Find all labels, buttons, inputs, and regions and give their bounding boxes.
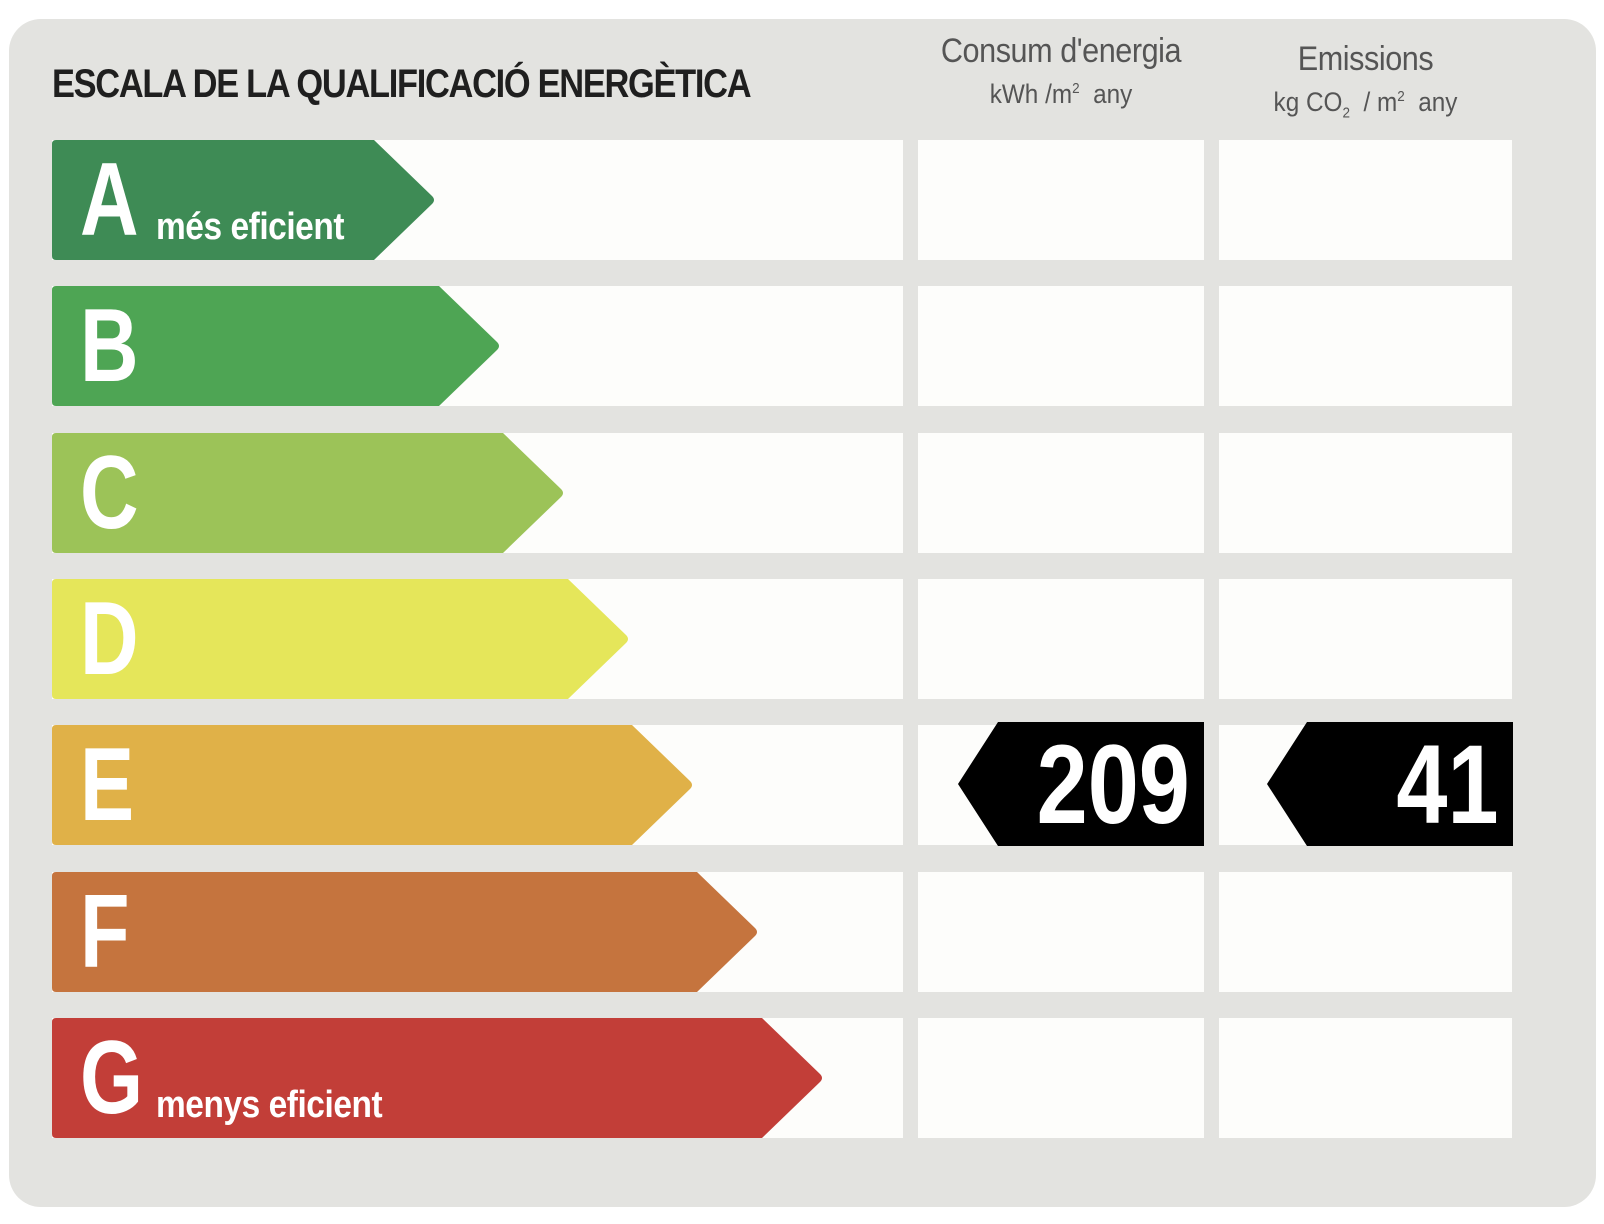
grade-letter: E bbox=[80, 727, 135, 843]
energy-column-unit: kWh /m2 any bbox=[989, 79, 1133, 109]
emissions-cell bbox=[1219, 1018, 1512, 1138]
grade-bar-d: D bbox=[52, 579, 632, 699]
emissions-cell bbox=[1219, 286, 1512, 406]
energy-cell bbox=[918, 433, 1204, 553]
grade-arrow-shape bbox=[52, 286, 499, 406]
energy-cell bbox=[918, 140, 1204, 260]
emissions-cell bbox=[1219, 140, 1512, 260]
grade-letter: C bbox=[80, 435, 139, 551]
emissions-column-title: Emissions bbox=[1297, 40, 1434, 78]
energy-cell bbox=[918, 286, 1204, 406]
grade-bar-f: F bbox=[52, 872, 761, 992]
grade-arrow-shape bbox=[52, 1018, 822, 1138]
emissions-cell bbox=[1219, 579, 1512, 699]
grade-arrow-shape bbox=[52, 140, 434, 260]
grade-bar-b: B bbox=[52, 286, 503, 406]
grade-arrow-shape bbox=[52, 725, 692, 845]
grade-arrow-shape bbox=[52, 872, 757, 992]
energy-cell bbox=[918, 579, 1204, 699]
grade-arrow-shape bbox=[52, 579, 628, 699]
grade-caption: menys eficient bbox=[156, 1084, 383, 1126]
energy-column-title: Consum d'energia bbox=[940, 32, 1182, 70]
grade-arrow-shape bbox=[52, 433, 563, 553]
grade-bar-c: C bbox=[52, 433, 567, 553]
energy-cell bbox=[918, 872, 1204, 992]
emissions-column-header: Emissions kg CO2 / m2 any bbox=[1219, 40, 1512, 121]
grade-letter: D bbox=[80, 581, 139, 697]
emissions-rating-tag: 41 bbox=[1267, 722, 1513, 846]
emissions-column-unit: kg CO2 / m2 any bbox=[1273, 87, 1458, 122]
label-title: ESCALA DE LA QUALIFICACIÓ ENERGÈTICA bbox=[52, 62, 752, 106]
energy-column-header: Consum d'energia kWh /m2 any bbox=[918, 32, 1204, 110]
energy-rating-tag: 209 bbox=[958, 722, 1204, 846]
grade-caption: més eficient bbox=[156, 206, 345, 248]
grade-letter: A bbox=[80, 142, 139, 258]
grade-letter: G bbox=[80, 1020, 144, 1136]
emissions-cell bbox=[1219, 872, 1512, 992]
rating-value: 209 bbox=[1036, 722, 1190, 847]
emissions-cell bbox=[1219, 433, 1512, 553]
grade-letter: F bbox=[80, 874, 130, 990]
grade-bar-e: E bbox=[52, 725, 696, 845]
energy-cell bbox=[918, 1018, 1204, 1138]
rating-value: 41 bbox=[1396, 722, 1499, 847]
grade-letter: B bbox=[80, 288, 139, 404]
